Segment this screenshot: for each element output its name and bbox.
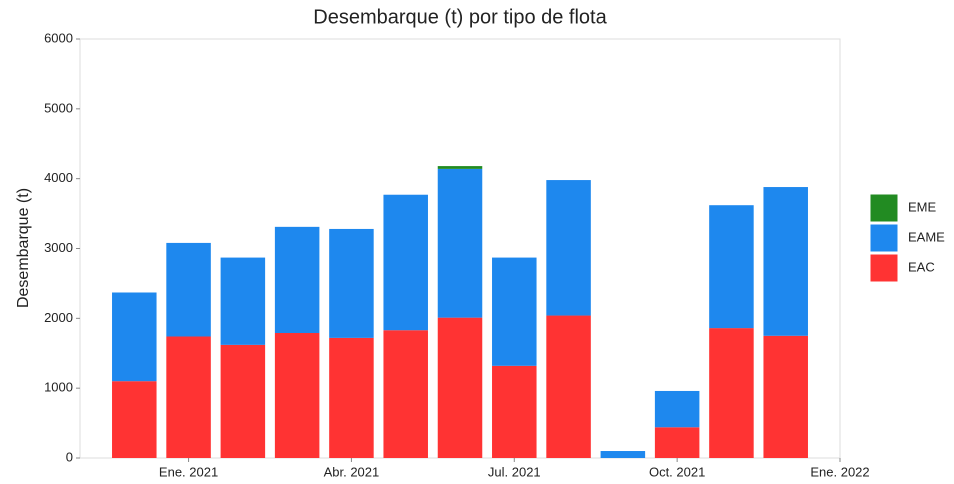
bar-segment — [383, 194, 428, 331]
bar-segment — [709, 205, 754, 329]
y-tick-label: 0 — [66, 449, 73, 464]
x-tick-label: Ene. 2022 — [810, 464, 869, 479]
bar-segment — [492, 257, 537, 366]
y-tick-label: 1000 — [44, 380, 73, 395]
bar-segment — [112, 292, 157, 382]
x-tick-label: Jul. 2021 — [488, 464, 541, 479]
y-axis-title: Desembarque (t) — [15, 188, 32, 308]
legend-label: EME — [908, 199, 937, 214]
bar-segment — [274, 226, 320, 333]
bar-segment — [546, 180, 591, 316]
y-tick-label: 4000 — [44, 170, 73, 185]
bar-segment — [220, 257, 266, 345]
bar-segment — [329, 337, 374, 458]
chart-title: Desembarque (t) por tipo de flota — [313, 6, 607, 28]
x-tick-label: Oct. 2021 — [649, 464, 705, 479]
bar-segment — [112, 381, 157, 458]
bar-segment — [329, 228, 374, 338]
x-tick-label: Ene. 2021 — [159, 464, 218, 479]
bar-segment — [166, 242, 211, 337]
legend-swatch — [869, 253, 899, 283]
legend-swatch — [869, 193, 899, 223]
bar-segment — [709, 328, 754, 458]
bar-segment — [546, 315, 591, 458]
bar-segment — [763, 335, 808, 458]
bar-segment — [437, 168, 483, 318]
bar-segment — [437, 317, 483, 458]
y-tick-label: 6000 — [44, 30, 73, 45]
bar-segment — [654, 427, 700, 458]
bar-segment — [383, 330, 428, 458]
legend-label: EAME — [908, 229, 945, 244]
bar-segment — [492, 365, 537, 458]
bar-segment — [763, 187, 808, 336]
y-tick-label: 5000 — [44, 100, 73, 115]
bar-segment — [654, 390, 700, 428]
bar-segment — [166, 336, 211, 458]
y-tick-label: 2000 — [44, 310, 73, 325]
legend-label: EAC — [908, 259, 935, 274]
bar-segment — [437, 166, 483, 169]
bar-segment — [220, 344, 266, 458]
y-tick-label: 3000 — [44, 240, 73, 255]
bar-segment — [274, 332, 320, 458]
legend-swatch — [869, 223, 899, 253]
bar-segment — [600, 451, 646, 458]
x-tick-label: Abr. 2021 — [324, 464, 380, 479]
